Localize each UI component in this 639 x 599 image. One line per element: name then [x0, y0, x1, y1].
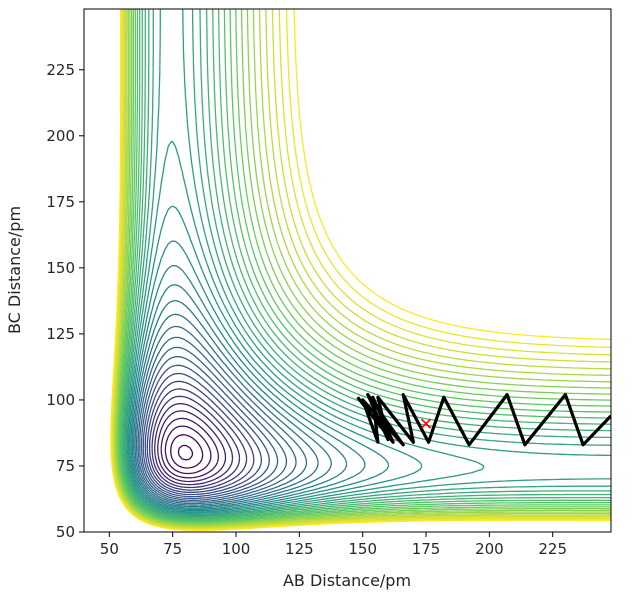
- y-tick-label: 100: [46, 391, 75, 409]
- x-tick-label: 200: [475, 540, 504, 558]
- contour-level: [133, 299, 332, 508]
- contour-level: [139, 346, 288, 501]
- contour-level: [164, 425, 212, 475]
- trajectory: [356, 393, 611, 447]
- plot-frame: [83, 8, 612, 533]
- contour-level: [129, 240, 390, 512]
- contour-level: [114, 9, 611, 527]
- contour-level: [112, 9, 611, 529]
- contour-level: [111, 9, 611, 530]
- x-tick-label: 50: [100, 540, 119, 558]
- contour-level: [146, 380, 255, 493]
- contour-level: [140, 355, 279, 500]
- contour-level: [137, 336, 297, 503]
- contour-level: [160, 417, 220, 479]
- x-axis-label: AB Distance/pm: [283, 571, 411, 590]
- contour-level: [134, 313, 319, 506]
- contour-level: [119, 9, 611, 522]
- y-tick-label: 175: [46, 193, 75, 211]
- contour-level: [148, 388, 248, 491]
- contour-level: [151, 395, 241, 489]
- contour-level: [121, 9, 611, 520]
- contour-level: [118, 9, 611, 523]
- contour-level: [111, 9, 611, 531]
- x-tick-label: 75: [163, 540, 182, 558]
- contour-lines: [110, 9, 611, 531]
- x-tick-label: 100: [222, 540, 251, 558]
- x-tick-label: 125: [285, 540, 314, 558]
- contour-level: [170, 434, 204, 469]
- contour-level: [126, 140, 485, 514]
- contour-level: [115, 9, 611, 526]
- contour-level: [127, 205, 423, 513]
- contour-level: [131, 284, 348, 509]
- contour-level: [114, 9, 611, 527]
- marker-x: [421, 418, 432, 429]
- contour-level: [154, 403, 234, 486]
- contour-level: [113, 9, 611, 528]
- x-tick-label: 150: [348, 540, 377, 558]
- contour-level: [116, 9, 611, 525]
- y-tick-label: 75: [56, 457, 75, 475]
- y-axis-label: BC Distance/pm: [5, 206, 24, 334]
- contour-level: [135, 325, 308, 505]
- x-axis-ticks: 50 75 100 125 150 175 200 225: [100, 532, 567, 558]
- x-tick-label: 175: [412, 540, 441, 558]
- contour-level: [124, 9, 611, 517]
- contour-level: [157, 410, 227, 483]
- contour-level: [142, 364, 270, 498]
- y-axis-ticks: 50 75 100 125 150 175 200 225: [46, 61, 84, 541]
- y-tick-label: 125: [46, 325, 75, 343]
- y-tick-label: 225: [46, 61, 75, 79]
- contour-level: [130, 264, 366, 511]
- transition-marker: [421, 418, 432, 429]
- y-tick-label: 200: [46, 127, 75, 145]
- contour-level: [144, 372, 263, 496]
- contour-level: [110, 9, 611, 531]
- contour-level: [117, 9, 611, 524]
- x-tick-label: 225: [538, 540, 567, 558]
- y-tick-label: 50: [56, 523, 75, 541]
- contour-level: [177, 444, 194, 461]
- y-tick-label: 150: [46, 259, 75, 277]
- trajectory-line: [356, 393, 611, 447]
- contour-level: [123, 9, 611, 518]
